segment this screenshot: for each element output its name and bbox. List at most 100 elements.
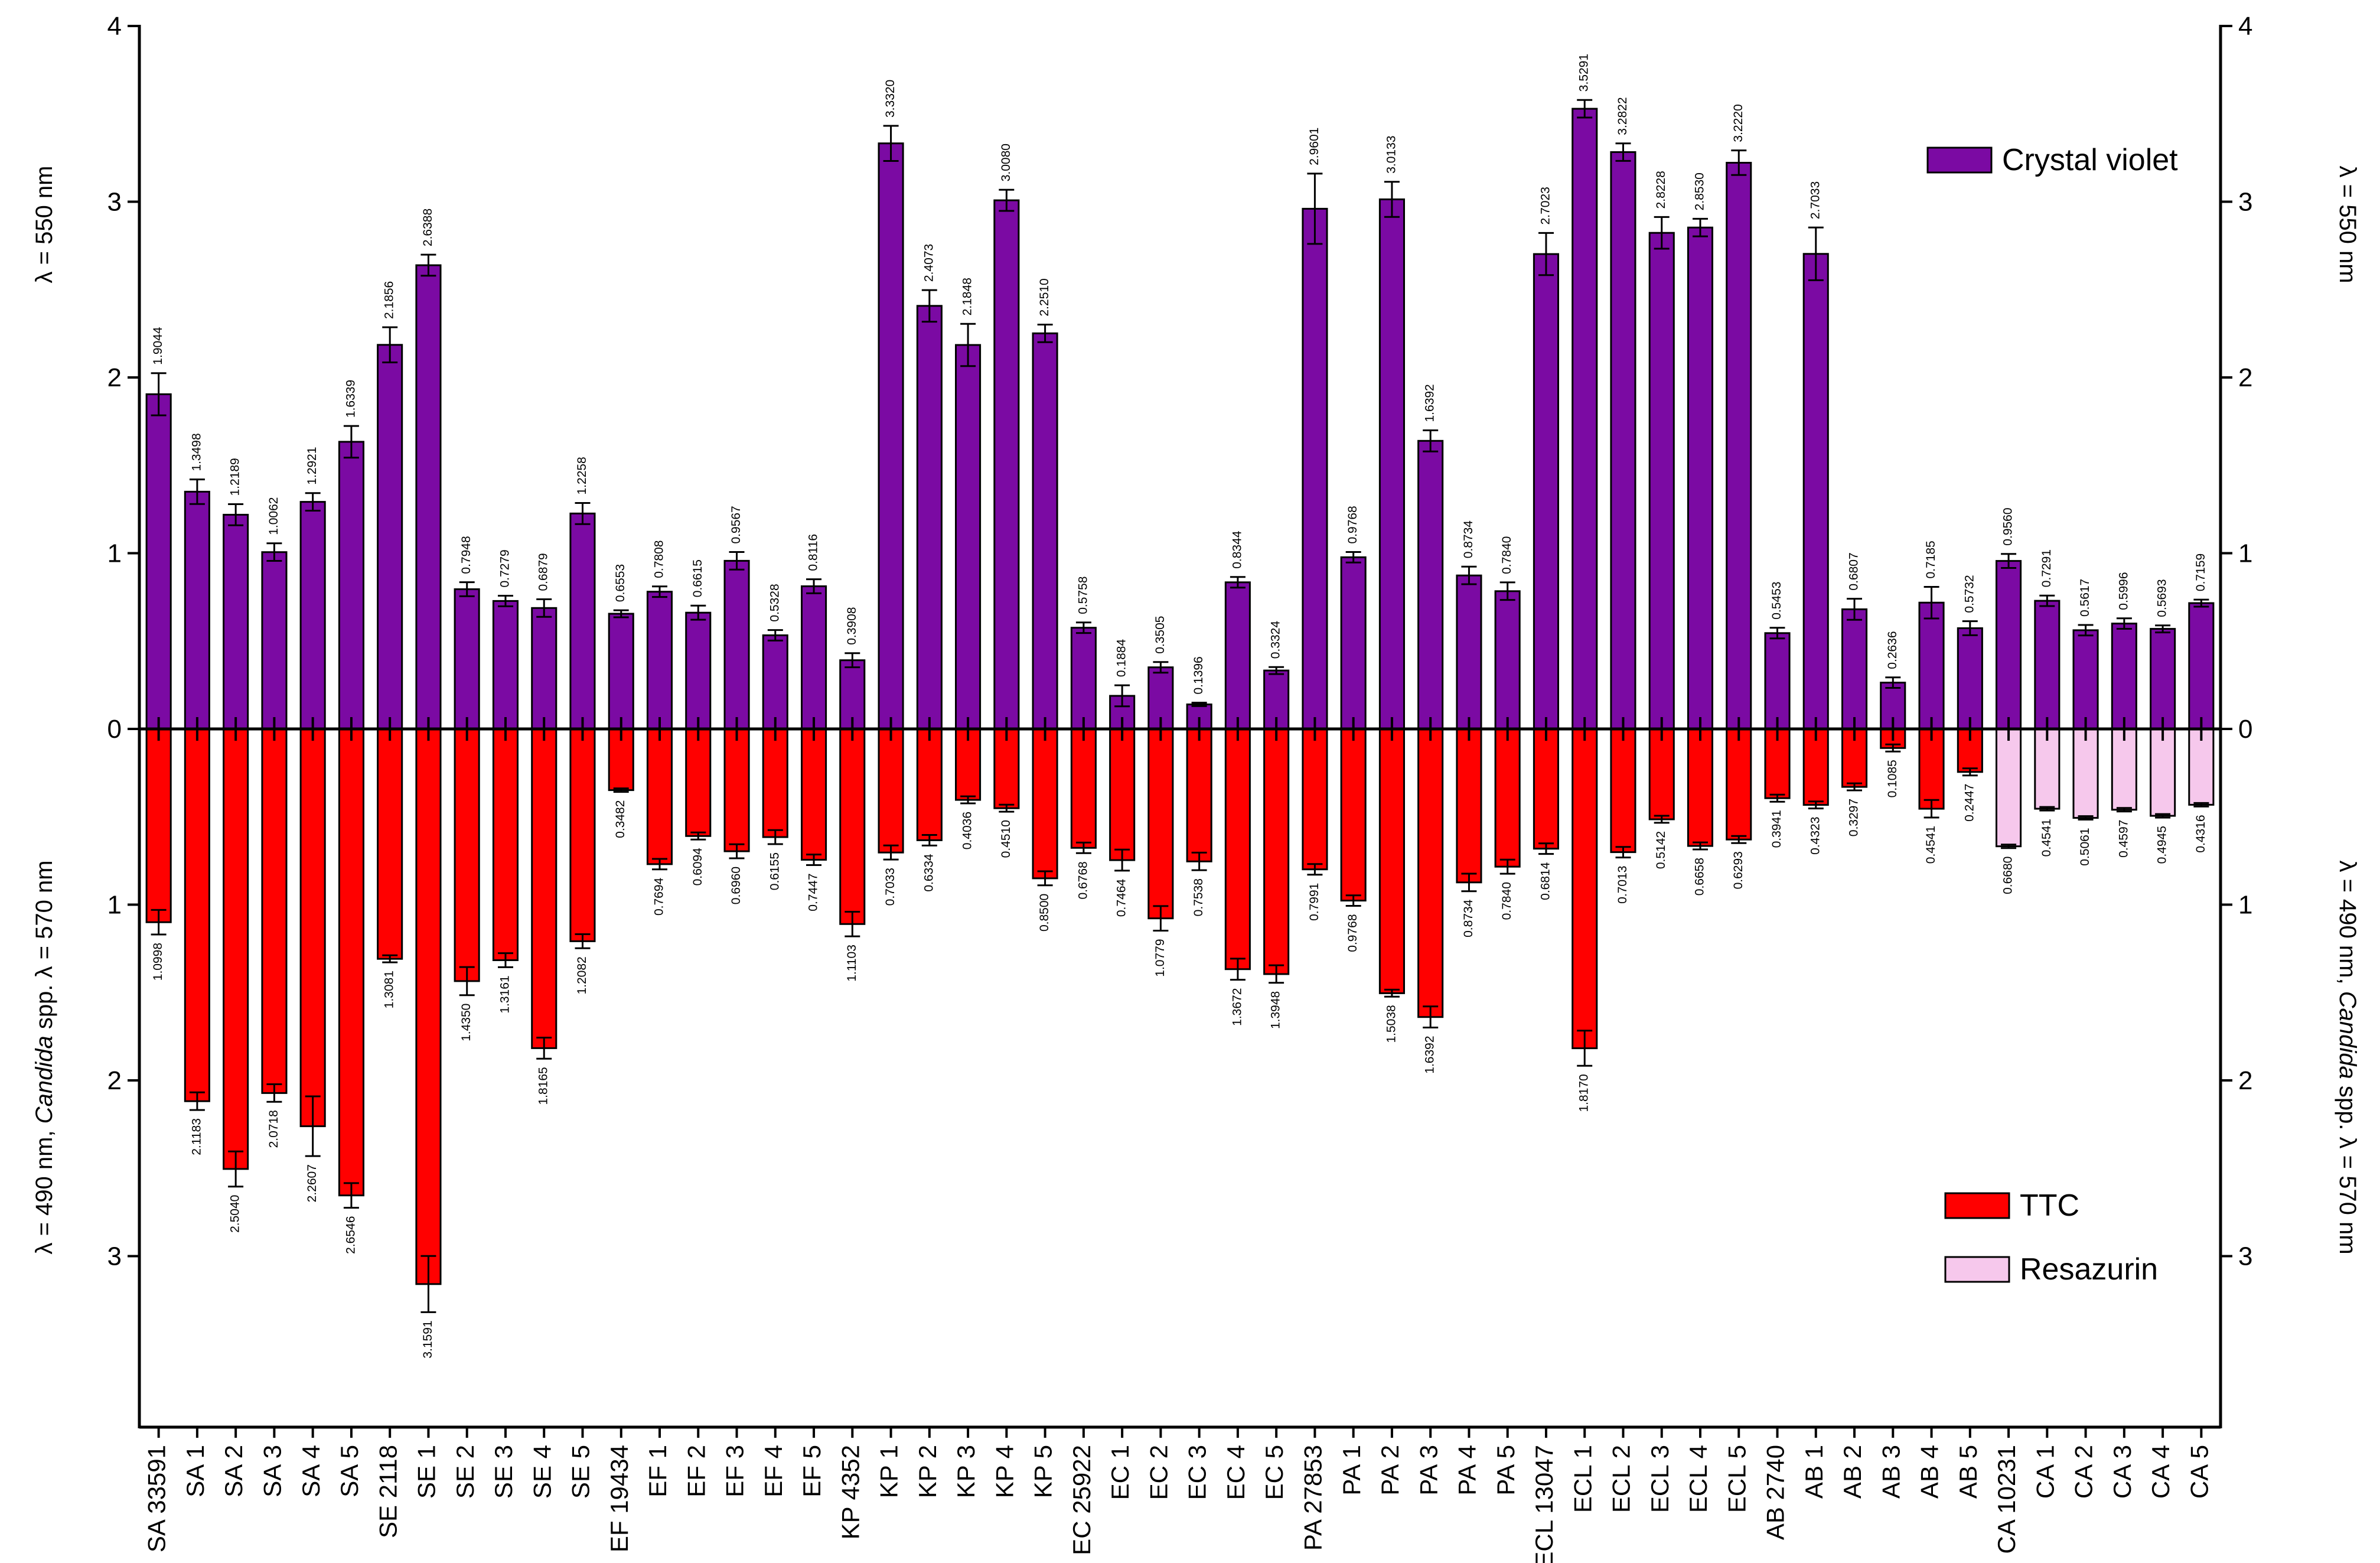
ttc-error-ec-1 xyxy=(1114,848,1130,872)
ttc-error-ef-4 xyxy=(767,829,783,845)
category-label-pa-2: PA 2 xyxy=(1376,1445,1404,1496)
resazurin-error-ca-4 xyxy=(2155,813,2171,819)
resazurin-error-ca-3 xyxy=(2116,807,2132,813)
category-label-ecl-4: ECL 4 xyxy=(1684,1445,1712,1513)
crystal-violet-value-ec-3: 0.1396 xyxy=(1192,656,1205,694)
left-tick-label-2: 2 xyxy=(107,363,122,392)
ttc-value-pa-4: 0.8734 xyxy=(1462,899,1475,937)
ttc-value-se-3: 1.3161 xyxy=(498,975,512,1013)
crystal-violet-bar-ca-3 xyxy=(2111,623,2137,730)
ttc-error-se-2118 xyxy=(382,954,398,963)
crystal-violet-bar-ecl-2 xyxy=(1610,151,1636,730)
category-label-pa-5: PA 5 xyxy=(1492,1445,1520,1496)
crystal-violet-value-kp-5: 2.2510 xyxy=(1038,278,1051,316)
ttc-bar-pa-1 xyxy=(1340,728,1367,902)
ttc-error-ec-3 xyxy=(1191,851,1207,871)
ttc-value-ecl-3: 0.5142 xyxy=(1654,831,1668,869)
crystal-violet-value-kp-1: 3.3320 xyxy=(883,80,897,118)
ttc-value-ef-2: 0.6094 xyxy=(691,848,705,886)
legend-label-resazurin: Resazurin xyxy=(2020,1252,2158,1287)
ttc-error-ec-4 xyxy=(1230,958,1246,981)
ttc-value-pa-27853: 0.7991 xyxy=(1308,883,1321,921)
crystal-violet-error-ec-5 xyxy=(1269,666,1284,675)
ttc-bar-pa-5 xyxy=(1494,728,1521,868)
ttc-value-se-5: 1.2082 xyxy=(575,956,589,994)
resazurin-error-ca-10231 xyxy=(2001,844,2017,849)
ttc-error-ec-25922 xyxy=(1075,841,1091,854)
ttc-error-ecl-4 xyxy=(1693,841,1708,851)
crystal-violet-error-sa-33591 xyxy=(151,372,167,416)
crystal-violet-value-ef-19434: 0.6553 xyxy=(614,564,627,602)
ttc-error-ec-2 xyxy=(1153,905,1169,932)
ttc-error-ab-5 xyxy=(1962,767,1978,777)
crystal-violet-error-ef-1 xyxy=(652,585,667,598)
crystal-violet-bar-ab-5 xyxy=(1957,627,1983,730)
ttc-error-se-5 xyxy=(575,933,591,949)
ttc-error-pa-2 xyxy=(1384,988,1400,998)
ttc-error-kp-4352 xyxy=(845,911,860,937)
left-tick-label-3: 3 xyxy=(107,188,122,217)
crystal-violet-value-ab-5: 0.5732 xyxy=(1962,575,1976,613)
ttc-error-sa-2 xyxy=(228,1150,244,1188)
ttc-error-ef-19434 xyxy=(613,787,629,793)
crystal-violet-value-ca-1: 0.7291 xyxy=(2040,549,2053,587)
right-tick-label-2: 2 xyxy=(2238,363,2252,392)
category-label-sa-33591: SA 33591 xyxy=(143,1445,171,1552)
resazurin-value-ca-1: 0.4541 xyxy=(2040,819,2053,857)
ttc-value-kp-5: 0.8500 xyxy=(1038,894,1051,932)
ttc-value-kp-1: 0.7033 xyxy=(883,868,897,906)
crystal-violet-bar-pa-2 xyxy=(1378,198,1405,730)
crystal-violet-value-ec-2: 0.3505 xyxy=(1153,616,1167,654)
category-label-ab-3: AB 3 xyxy=(1877,1445,1905,1499)
crystal-violet-bar-ef-5 xyxy=(801,585,827,730)
crystal-violet-bar-ca-2 xyxy=(2072,629,2099,730)
ttc-error-ab-1 xyxy=(1808,800,1824,810)
ttc-value-ab-3: 0.1085 xyxy=(1886,760,1899,797)
y-axis-title-top-left: λ = 550 nm xyxy=(31,165,57,283)
category-label-ca-10231: CA 10231 xyxy=(1993,1445,2020,1554)
category-label-sa-1: SA 1 xyxy=(181,1445,209,1497)
category-label-se-1: SE 1 xyxy=(412,1445,440,1499)
ttc-value-ec-3: 0.7538 xyxy=(1192,878,1205,916)
crystal-violet-error-ca-1 xyxy=(2039,594,2055,607)
crystal-violet-value-sa-4: 1.2921 xyxy=(305,447,319,484)
crystal-violet-bar-ecl-3 xyxy=(1648,232,1675,730)
crystal-violet-value-ec-25922: 0.5758 xyxy=(1076,577,1090,614)
ttc-value-se-4: 1.8165 xyxy=(537,1067,550,1105)
crystal-violet-bar-ca-5 xyxy=(2188,602,2215,730)
crystal-violet-value-ef-5: 0.8116 xyxy=(807,534,820,571)
category-label-kp-5: KP 5 xyxy=(1029,1445,1057,1498)
ttc-error-ecl-5 xyxy=(1731,835,1747,844)
resazurin-bar-ca-1 xyxy=(2034,728,2061,810)
category-label-kp-2: KP 2 xyxy=(914,1445,941,1498)
ttc-error-ecl-3 xyxy=(1654,815,1670,824)
crystal-violet-error-ef-2 xyxy=(690,604,706,621)
resazurin-bar-ca-2 xyxy=(2072,728,2099,819)
crystal-violet-value-ab-2: 0.6807 xyxy=(1847,552,1861,590)
ttc-error-ab-2740 xyxy=(1769,793,1785,803)
category-label-ca-3: CA 3 xyxy=(2108,1445,2136,1499)
ttc-error-kp-5 xyxy=(1037,870,1053,887)
right-tick-label-neg-2: 2 xyxy=(2238,1066,2252,1095)
crystal-violet-error-ca-10231 xyxy=(2001,553,2017,569)
ttc-value-ab-4: 0.4541 xyxy=(1924,826,1938,864)
ttc-value-ab-1: 0.4323 xyxy=(1808,817,1822,855)
crystal-violet-bar-se-3 xyxy=(492,600,519,730)
crystal-violet-error-ecl-2 xyxy=(1615,142,1631,162)
crystal-violet-bar-ca-1 xyxy=(2034,600,2061,730)
legend-item-crystal-violet: Crystal violet xyxy=(1926,143,2178,177)
crystal-violet-value-ef-3: 0.9567 xyxy=(729,506,743,543)
crystal-violet-error-ec-1 xyxy=(1114,684,1130,708)
left-tick-label-neg-2: 2 xyxy=(107,1066,122,1095)
crystal-violet-value-ec-5: 0.3324 xyxy=(1269,621,1283,659)
category-label-ca-5: CA 5 xyxy=(2185,1445,2213,1499)
category-label-ef-3: EF 3 xyxy=(721,1445,749,1497)
ttc-bar-ef-2 xyxy=(685,728,712,837)
crystal-violet-error-ab-3 xyxy=(1885,676,1901,689)
ttc-value-ef-3: 0.6960 xyxy=(729,867,743,904)
ttc-value-ecl-13047: 0.6814 xyxy=(1539,862,1553,900)
category-label-ca-1: CA 1 xyxy=(2031,1445,2059,1499)
legend: Crystal violet TTC Resazurin xyxy=(1926,143,2178,1287)
ttc-bar-ab-4 xyxy=(1918,728,1945,810)
ttc-value-se-2118: 1.3081 xyxy=(383,971,396,1008)
